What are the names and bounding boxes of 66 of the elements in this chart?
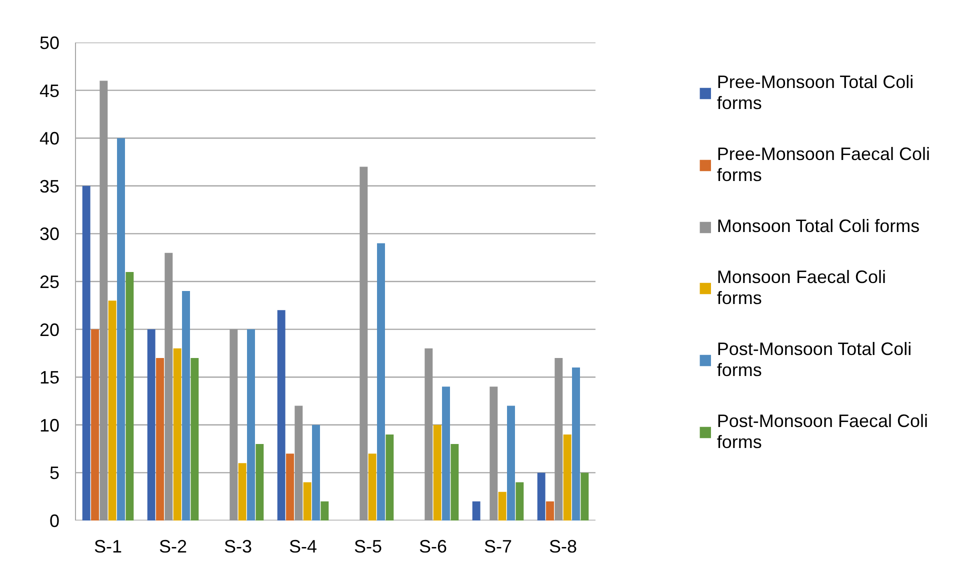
legend-label: Pree-Monsoon Total Coli forms bbox=[716, 72, 914, 114]
legend-label: Pree-Monsoon Faecal Coli forms bbox=[716, 144, 930, 186]
bar bbox=[182, 291, 190, 520]
bar bbox=[164, 252, 173, 520]
bar bbox=[82, 186, 90, 520]
bar bbox=[303, 482, 312, 520]
y-tick-label: 30 bbox=[39, 224, 60, 244]
legend-label: Monsoon Faecal Coli forms bbox=[716, 267, 886, 309]
bar bbox=[490, 386, 498, 520]
bar bbox=[442, 386, 450, 520]
bar bbox=[247, 329, 255, 520]
x-tick-label: S-8 bbox=[548, 536, 578, 556]
x-tick-label: S-3 bbox=[224, 536, 252, 556]
bar bbox=[320, 501, 329, 520]
bar bbox=[277, 310, 286, 520]
bar bbox=[312, 424, 320, 520]
bar bbox=[294, 406, 303, 520]
bar bbox=[368, 454, 376, 520]
bar bbox=[147, 329, 156, 520]
y-tick-label: 0 bbox=[49, 511, 60, 531]
bar bbox=[433, 424, 442, 520]
bar bbox=[108, 300, 116, 520]
x-tick-label: S-4 bbox=[288, 536, 318, 556]
bar bbox=[256, 444, 264, 520]
y-tick-label: 5 bbox=[49, 463, 60, 484]
bar bbox=[563, 434, 572, 520]
bar bbox=[516, 482, 524, 520]
y-tick-label: 25 bbox=[39, 272, 60, 292]
bar bbox=[190, 358, 199, 520]
bar bbox=[230, 329, 238, 520]
y-tick-label: 20 bbox=[39, 320, 60, 340]
bar bbox=[173, 348, 182, 520]
bar bbox=[554, 358, 563, 520]
x-tick-label: S-2 bbox=[158, 536, 188, 556]
x-tick-label: S-5 bbox=[354, 536, 382, 556]
bar bbox=[580, 472, 589, 520]
bar bbox=[472, 501, 480, 520]
legend-label: Post-Monsoon Faecal Coli forms bbox=[716, 411, 928, 453]
y-tick-label: 45 bbox=[39, 80, 60, 101]
bar bbox=[286, 454, 294, 520]
bar bbox=[498, 492, 506, 520]
bar bbox=[537, 472, 546, 520]
y-tick-label: 15 bbox=[39, 368, 60, 388]
bar bbox=[100, 80, 108, 520]
legend-label: Post-Monsoon Total Coli forms bbox=[716, 339, 912, 381]
bar bbox=[546, 501, 554, 520]
x-tick-label: S-6 bbox=[418, 536, 448, 556]
bar bbox=[238, 463, 246, 520]
bar bbox=[507, 406, 515, 520]
bar bbox=[126, 272, 134, 520]
bar bbox=[386, 434, 394, 520]
x-tick-label: S-7 bbox=[484, 536, 512, 556]
y-tick-label: 40 bbox=[39, 128, 60, 149]
y-tick-label: 10 bbox=[39, 415, 60, 436]
bar bbox=[450, 444, 459, 520]
y-tick-label: 35 bbox=[39, 176, 60, 196]
bar bbox=[117, 138, 125, 520]
bar bbox=[91, 329, 99, 520]
legend-label: Monsoon Total Coli forms bbox=[716, 216, 920, 237]
bar bbox=[377, 243, 385, 520]
y-tick-label: 50 bbox=[39, 33, 60, 53]
x-tick-label: S-1 bbox=[94, 536, 122, 556]
bar bbox=[424, 348, 433, 520]
bar bbox=[572, 368, 580, 520]
bar bbox=[360, 166, 368, 520]
bar bbox=[156, 358, 164, 520]
